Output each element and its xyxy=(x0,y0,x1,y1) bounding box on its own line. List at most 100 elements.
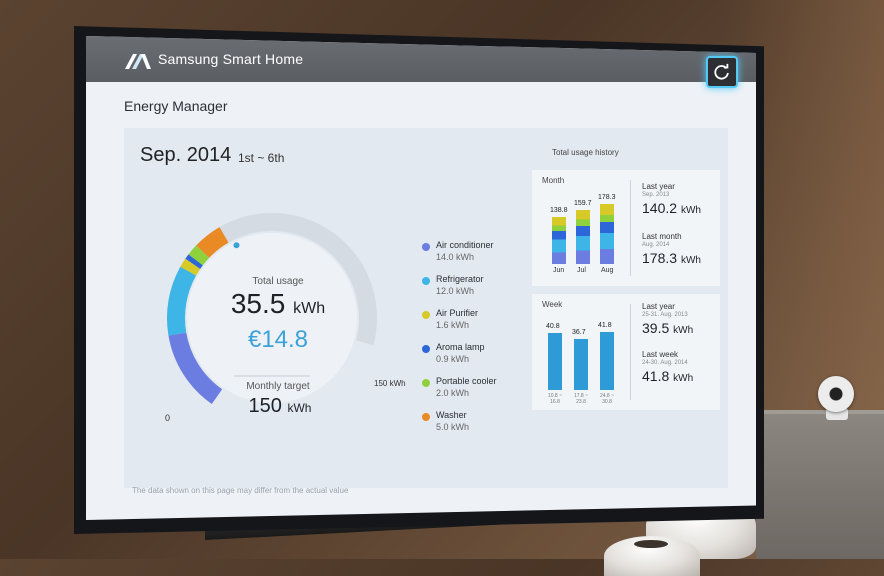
legend-label: Washer xyxy=(436,410,467,420)
legend-value: 0.9 kWh xyxy=(436,354,470,364)
last-week-unit: kWh xyxy=(673,373,694,384)
history-bar xyxy=(600,204,614,264)
legend-swatch xyxy=(422,243,430,251)
last-month-label: Last month xyxy=(642,232,682,241)
gauge-min-label: 0 xyxy=(165,413,171,423)
gauge-segment xyxy=(168,332,223,405)
gauge-max-label: 150 kWh xyxy=(374,379,406,388)
bar-value-label: 36.7 xyxy=(572,329,586,336)
last-week-number: 41.8 xyxy=(642,368,670,384)
divider xyxy=(630,180,631,276)
gauge-max-unit: kWh xyxy=(389,379,406,388)
week-last-year-number: 39.5 xyxy=(642,320,670,336)
gauge-segment xyxy=(185,254,203,269)
date-range: 1st ~ 6th xyxy=(238,151,285,165)
month-chart-label: Month xyxy=(542,176,565,185)
bar-category-label: 17.8 ~ 23.8 xyxy=(573,393,589,405)
legend-item: Air Purifier 1.6 kWh xyxy=(422,308,532,342)
last-month-unit: kWh xyxy=(680,255,701,266)
bar-value-label: 138.8 xyxy=(550,207,568,214)
monthly-target-label: Monthly target xyxy=(246,381,310,392)
divider xyxy=(630,304,631,400)
brand-title: Samsung Smart Home xyxy=(158,51,304,67)
monthly-target-value: 150 kWh xyxy=(238,395,322,418)
gauge-segment xyxy=(188,245,210,266)
bar-category-label: Jun xyxy=(553,267,565,274)
last-month-date: Aug. 2014 xyxy=(642,242,670,248)
legend-item: Aroma lamp 0.9 kWh xyxy=(422,342,532,376)
gauge-segment xyxy=(180,258,201,276)
legend-swatch xyxy=(422,379,430,387)
legend-swatch xyxy=(422,345,430,353)
total-usage-value: 35.5 kWh xyxy=(218,288,338,320)
week-chart-label: Week xyxy=(542,300,563,309)
energy-panel: Sep. 2014 1st ~ 6th Total usage 35.5 kWh… xyxy=(124,128,728,488)
legend-value: 2.0 kWh xyxy=(436,388,470,398)
history-bar xyxy=(600,332,614,390)
history-bar xyxy=(576,210,590,264)
page-title: Energy Manager xyxy=(124,98,228,114)
legend-label: Refrigerator xyxy=(436,274,484,284)
legend-label: Air Purifier xyxy=(436,308,479,318)
gauge-segment xyxy=(196,227,229,258)
last-week-date: 24-30. Aug. 2014 xyxy=(642,360,688,366)
vase-opening xyxy=(634,540,668,548)
gauge-segment xyxy=(167,266,197,336)
total-usage-number: 35.5 xyxy=(230,288,286,319)
bar-value-label: 40.8 xyxy=(546,323,560,330)
week-last-year-unit: kWh xyxy=(673,325,694,336)
last-week-label: Last week xyxy=(642,350,679,359)
history-bar xyxy=(552,217,566,264)
legend-swatch xyxy=(422,413,430,421)
legend-value: 1.6 kWh xyxy=(436,320,470,330)
total-cost: €14.8 xyxy=(247,326,309,353)
refresh-icon xyxy=(714,63,729,80)
last-year-value: 140.2 kWh xyxy=(642,200,701,216)
legend-swatch xyxy=(422,311,430,319)
total-usage-unit: kWh xyxy=(293,300,326,317)
last-year-unit: kWh xyxy=(680,205,701,216)
legend-value: 5.0 kWh xyxy=(436,422,470,432)
legend-label: Aroma lamp xyxy=(436,342,485,352)
legend-value: 14.0 kWh xyxy=(436,252,475,262)
bar-value-label: 159.7 xyxy=(574,200,592,207)
refresh-button[interactable] xyxy=(706,56,738,88)
samsung-home-logo-icon xyxy=(125,54,151,69)
history-bar xyxy=(548,333,562,390)
disclaimer: The data shown on this page may differ f… xyxy=(132,486,349,495)
appliance-legend: Air conditioner 14.0 kWh Refrigerator 12.0 … xyxy=(422,240,532,444)
history-bar xyxy=(574,339,588,390)
last-month-number: 178.3 xyxy=(642,250,678,266)
last-week-value: 41.8 kWh xyxy=(642,368,693,384)
legend-value: 12.0 kWh xyxy=(436,286,475,296)
history-title: Total usage history xyxy=(552,148,619,157)
bar-value-label: 178.3 xyxy=(598,194,616,201)
bar-value-label: 41.8 xyxy=(598,322,612,329)
week-last-year-label: Last year xyxy=(642,302,675,311)
legend-label: Portable cooler xyxy=(436,376,497,386)
security-camera xyxy=(818,376,854,412)
bar-category-label: 24.8 ~ 30.8 xyxy=(599,393,615,405)
bar-category-label: Jul xyxy=(577,267,586,274)
gauge-inner xyxy=(187,233,357,403)
last-year-label: Last year xyxy=(642,182,675,191)
week-last-year-value: 39.5 kWh xyxy=(642,320,693,336)
weekly-history: Week Last year 25-31. Aug. 2013 39.5 kWh… xyxy=(532,294,720,410)
side-cabinet xyxy=(756,414,884,559)
legend-item: Refrigerator 12.0 kWh xyxy=(422,274,532,308)
tv-screen: Samsung Smart Home Energy Manager Sep. 2… xyxy=(86,36,756,520)
legend-swatch xyxy=(422,277,430,285)
monthly-history: Month Last year Sep. 2013 140.2 kWh Last… xyxy=(532,170,720,286)
total-usage-label: Total usage xyxy=(252,276,304,287)
decor-vase-small xyxy=(604,536,700,576)
legend-item: Air conditioner 14.0 kWh xyxy=(422,240,532,274)
monthly-target-unit: kWh xyxy=(287,401,312,415)
legend-item: Washer 5.0 kWh xyxy=(422,410,532,444)
last-month-value: 178.3 kWh xyxy=(642,250,701,266)
last-year-date: Sep. 2013 xyxy=(642,192,670,198)
legend-label: Air conditioner xyxy=(436,240,494,250)
gauge-max-number: 150 xyxy=(374,379,388,388)
week-last-year-date: 25-31. Aug. 2013 xyxy=(642,312,688,318)
usage-gauge xyxy=(167,213,377,405)
month-title: Sep. 2014 xyxy=(140,144,232,166)
